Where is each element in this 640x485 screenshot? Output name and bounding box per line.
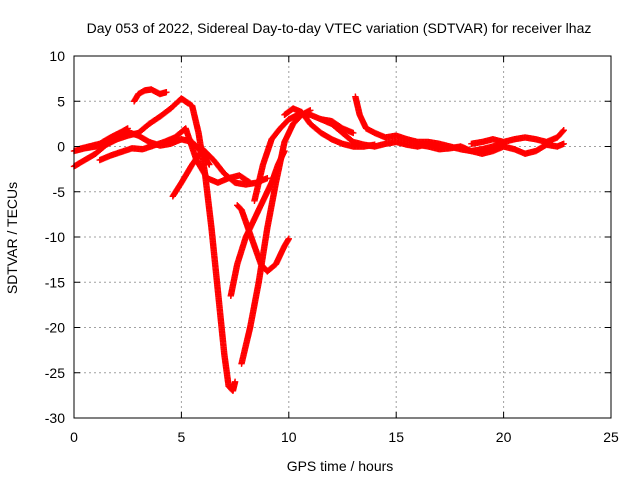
series-arc-4 bbox=[96, 125, 254, 186]
grid bbox=[74, 56, 611, 418]
x-tick-label: 0 bbox=[70, 429, 78, 445]
x-tick-label: 15 bbox=[388, 429, 404, 445]
series-arc-8 bbox=[227, 147, 288, 300]
chart-title: Day 053 of 2022, Sidereal Day-to-day VTE… bbox=[87, 20, 592, 36]
data-point bbox=[285, 235, 292, 243]
series-arc-15 bbox=[414, 140, 567, 157]
data-point bbox=[350, 129, 357, 137]
data-point bbox=[206, 161, 213, 168]
x-tick-label: 5 bbox=[178, 429, 186, 445]
y-tick-label: -20 bbox=[45, 320, 65, 336]
y-tick-label: 0 bbox=[57, 139, 65, 155]
y-tick-label: -10 bbox=[45, 229, 65, 245]
y-tick-label: 10 bbox=[49, 48, 65, 64]
data-point bbox=[559, 127, 567, 135]
series-arc-3 bbox=[75, 125, 131, 153]
data-point bbox=[124, 125, 131, 132]
data-point bbox=[560, 127, 567, 134]
series-arc-7 bbox=[178, 95, 239, 395]
data-point bbox=[231, 378, 239, 385]
y-tick-label: -15 bbox=[45, 274, 65, 290]
data-points bbox=[70, 86, 567, 395]
x-tick-label: 10 bbox=[281, 429, 297, 445]
y-tick-label: -5 bbox=[53, 184, 66, 200]
x-tick-label: 25 bbox=[603, 429, 619, 445]
y-tick-label: -30 bbox=[45, 410, 65, 426]
axis-ticks: 0 5 10 15 20 25 -30 -25 -20 -15 -10 -5 0 5 10 bbox=[45, 48, 619, 445]
y-tick-label: 5 bbox=[57, 93, 65, 109]
series-arc-13 bbox=[317, 116, 443, 150]
y-tick-label: -25 bbox=[45, 365, 65, 381]
series-arc-6 bbox=[169, 146, 271, 200]
data-point bbox=[163, 89, 170, 96]
x-axis-label: GPS time / hours bbox=[287, 458, 394, 474]
data-point bbox=[264, 174, 271, 182]
x-tick-label: 20 bbox=[496, 429, 512, 445]
y-axis-label: SDTVAR / TECUs bbox=[4, 182, 20, 294]
series-arc-16 bbox=[468, 127, 567, 147]
data-point bbox=[560, 140, 567, 147]
series-arc-10 bbox=[234, 202, 292, 275]
series-arc-5 bbox=[130, 86, 170, 105]
